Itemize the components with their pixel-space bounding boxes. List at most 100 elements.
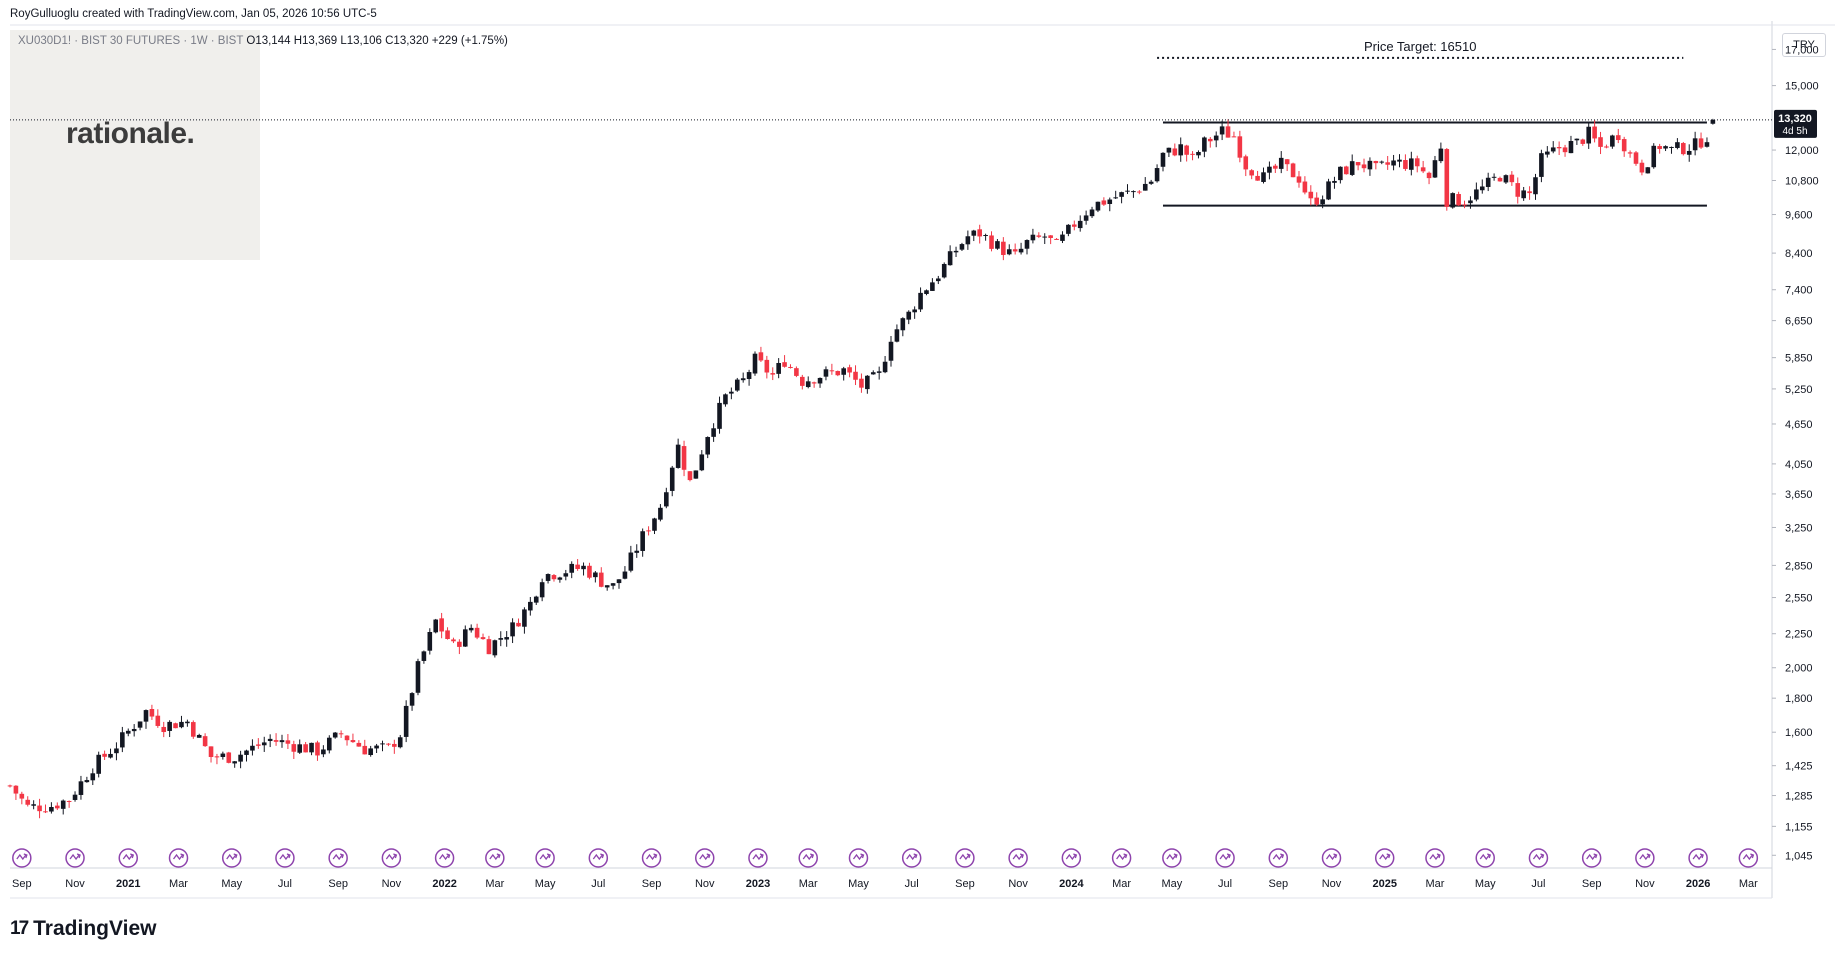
candle-body (1633, 152, 1639, 164)
event-icon[interactable] (1425, 848, 1445, 868)
price-chart[interactable]: Price Target: 16510 1,045 1,155 1,285 1,425… (0, 0, 1835, 905)
candle-body (764, 359, 770, 373)
candle-body (415, 661, 421, 693)
event-icon-arrow (706, 853, 711, 859)
event-icon[interactable] (118, 848, 139, 868)
event-icon[interactable] (1635, 848, 1655, 868)
candle-body (1556, 147, 1562, 149)
candle-body (947, 251, 953, 266)
x-tick-label: Jul (1531, 878, 1545, 890)
event-icon[interactable] (1061, 848, 1082, 868)
annotation-layer: Price Target: 16510 (1157, 39, 1707, 207)
event-icon[interactable] (12, 848, 32, 868)
event-icon-glyph (279, 853, 290, 861)
candle-body (332, 732, 338, 738)
event-icon[interactable] (1738, 848, 1759, 868)
event-icon[interactable] (955, 848, 975, 868)
currency-button[interactable]: TRY (1782, 33, 1826, 57)
candle-body (244, 750, 249, 755)
logo-panel (10, 30, 260, 260)
candle-body (876, 371, 882, 373)
candle-body (581, 565, 586, 570)
candle-body (167, 721, 172, 731)
candle-body (190, 722, 196, 737)
x-tick-label: 2021 (116, 878, 140, 890)
grid-lines (10, 21, 1835, 899)
event-icon[interactable] (1215, 848, 1235, 868)
event-icon-arrow (810, 853, 815, 859)
event-icon-glyph (1479, 853, 1490, 861)
candle-body (1243, 156, 1249, 170)
event-icon-arrow (1173, 853, 1178, 859)
y-tick-label: 2,000 (1785, 663, 1813, 675)
x-tick-label: Mar (1112, 878, 1131, 890)
event-icon[interactable] (381, 848, 402, 868)
candle-body (1550, 147, 1556, 152)
event-icon[interactable] (65, 848, 85, 868)
candle-body (1054, 238, 1059, 240)
chart-credit: RoyGulluoglu created with TradingView.co… (10, 8, 377, 20)
candle-body (1610, 135, 1615, 147)
event-icon-glyph (959, 853, 970, 861)
candle-body (646, 530, 651, 532)
candle-body (1077, 220, 1083, 229)
candle-body (25, 799, 31, 805)
event-icon[interactable] (535, 848, 555, 868)
candle-body (1255, 175, 1260, 181)
candle-body (1521, 190, 1526, 199)
event-icon[interactable] (221, 848, 242, 868)
last-price-countdown: 4d 5h (1782, 126, 1807, 137)
event-icon[interactable] (1374, 848, 1395, 868)
event-icon[interactable] (694, 848, 715, 868)
event-icon-arrow (1593, 853, 1598, 859)
event-icon[interactable] (641, 848, 662, 868)
event-icon[interactable] (434, 848, 455, 868)
symbol-legend[interactable]: XU030D1! · BIST 30 FUTURES · 1W · BIST O… (18, 35, 508, 47)
candle-body (746, 372, 752, 379)
candle-body (1627, 152, 1633, 154)
candle-body (1349, 161, 1355, 175)
candle-body (1397, 159, 1402, 162)
event-icon[interactable] (1008, 848, 1028, 868)
candle-body (226, 752, 232, 763)
y-tick-label: 2,550 (1785, 593, 1813, 605)
event-icon[interactable] (275, 848, 295, 868)
candle-body (616, 579, 622, 584)
x-tick-label: Nov (382, 878, 402, 890)
event-icon[interactable] (1111, 848, 1132, 868)
event-icon-glyph (1166, 853, 1177, 861)
candle-body (1012, 249, 1018, 252)
symbol-name[interactable]: XU030D1! · BIST 30 FUTURES · 1W · BIST (18, 35, 244, 47)
candle-body (232, 761, 237, 764)
candle-body (179, 721, 184, 728)
candle-body (1657, 146, 1662, 149)
candle-body (90, 773, 96, 781)
event-icon[interactable] (798, 848, 818, 868)
event-icon[interactable] (1528, 848, 1549, 868)
event-icon[interactable] (1162, 848, 1182, 868)
candle-body (1296, 176, 1302, 183)
candle-body (374, 745, 379, 749)
event-icon[interactable] (848, 848, 869, 868)
candle-body (894, 329, 900, 342)
event-icon[interactable] (1688, 848, 1708, 868)
candle-body (811, 382, 817, 384)
event-icon[interactable] (748, 848, 768, 868)
event-icon[interactable] (588, 848, 609, 868)
event-icon[interactable] (168, 848, 189, 868)
candle-body (1710, 119, 1716, 124)
tradingview-logo[interactable]: 17 TradingView (10, 917, 156, 941)
event-icon[interactable] (328, 848, 348, 868)
event-icon[interactable] (1268, 848, 1289, 868)
y-tick-label: 4,050 (1785, 459, 1813, 471)
event-icon[interactable] (1321, 848, 1342, 868)
event-icon[interactable] (901, 848, 922, 868)
event-icon[interactable] (1581, 848, 1602, 868)
candle-body (800, 376, 805, 386)
event-icon[interactable] (485, 848, 505, 868)
candle-body (1692, 138, 1698, 151)
candle-body (303, 744, 308, 753)
event-icon-arrow (1750, 853, 1755, 859)
event-icon[interactable] (1475, 848, 1495, 868)
candle-body (557, 577, 563, 580)
